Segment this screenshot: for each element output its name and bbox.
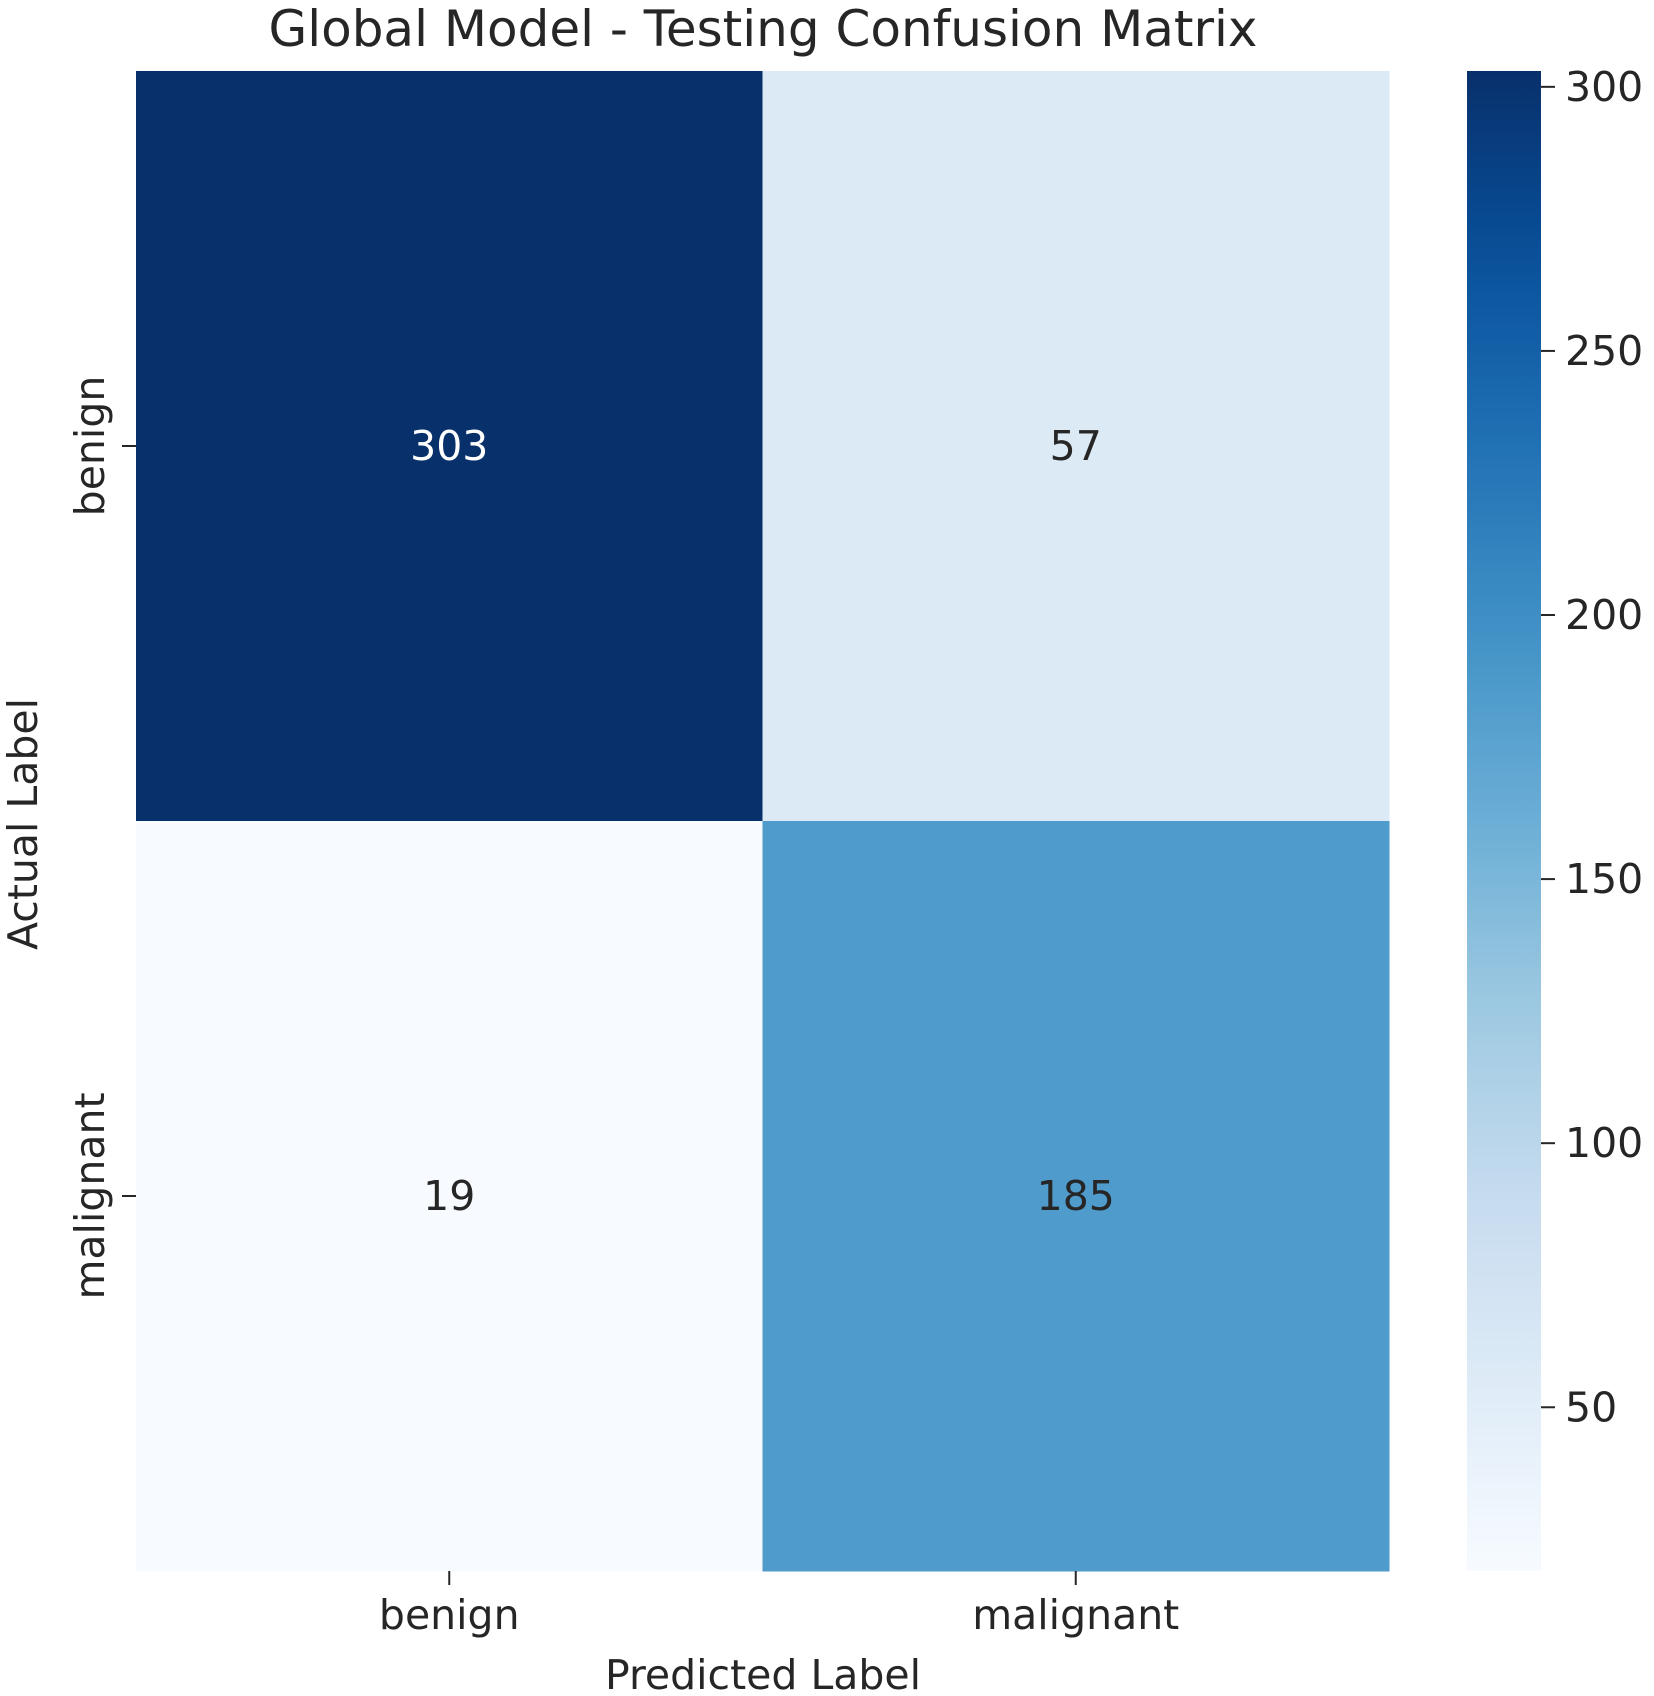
heatmap-cell-malignant-benign xyxy=(136,821,763,1572)
colorbar-tick-label: 300 xyxy=(1565,63,1643,111)
colorbar-tick-label: 50 xyxy=(1565,1383,1617,1431)
colorbar-tick-label: 250 xyxy=(1565,327,1643,375)
cell-value-label: 57 xyxy=(1050,422,1102,470)
x-axis: benign malignant xyxy=(379,1571,1179,1639)
heatmap-cell-benign-malignant xyxy=(762,71,1390,822)
cell-value-label: 303 xyxy=(410,422,488,470)
y-tick-label-malignant: malignant xyxy=(66,1092,114,1299)
cell-value-label: 185 xyxy=(1037,1172,1115,1220)
heatmap-cell-benign-benign xyxy=(136,71,763,822)
x-axis-label: Predicted Label xyxy=(605,1651,921,1696)
chart-title: Global Model - Testing Confusion Matrix xyxy=(268,0,1257,58)
x-tick-label-benign: benign xyxy=(379,1591,520,1639)
cell-annotations: 303 57 19 185 xyxy=(410,422,1115,1220)
cell-value-label: 19 xyxy=(423,1172,475,1220)
colorbar-gradient xyxy=(1467,71,1541,1571)
heatmap-cells xyxy=(136,71,1390,1572)
y-tick-label-benign: benign xyxy=(66,376,114,517)
colorbar-tick-label: 100 xyxy=(1565,1119,1643,1167)
colorbar-tick-label: 150 xyxy=(1565,855,1643,903)
heatmap-cell-malignant-malignant xyxy=(762,821,1390,1572)
colorbar-tick-label: 200 xyxy=(1565,591,1643,639)
y-axis: benign malignant xyxy=(66,376,136,1300)
colorbar: 50 100 150 200 250 300 xyxy=(1467,63,1643,1571)
y-axis-label: Actual Label xyxy=(0,698,47,950)
x-tick-label-malignant: malignant xyxy=(972,1591,1179,1639)
